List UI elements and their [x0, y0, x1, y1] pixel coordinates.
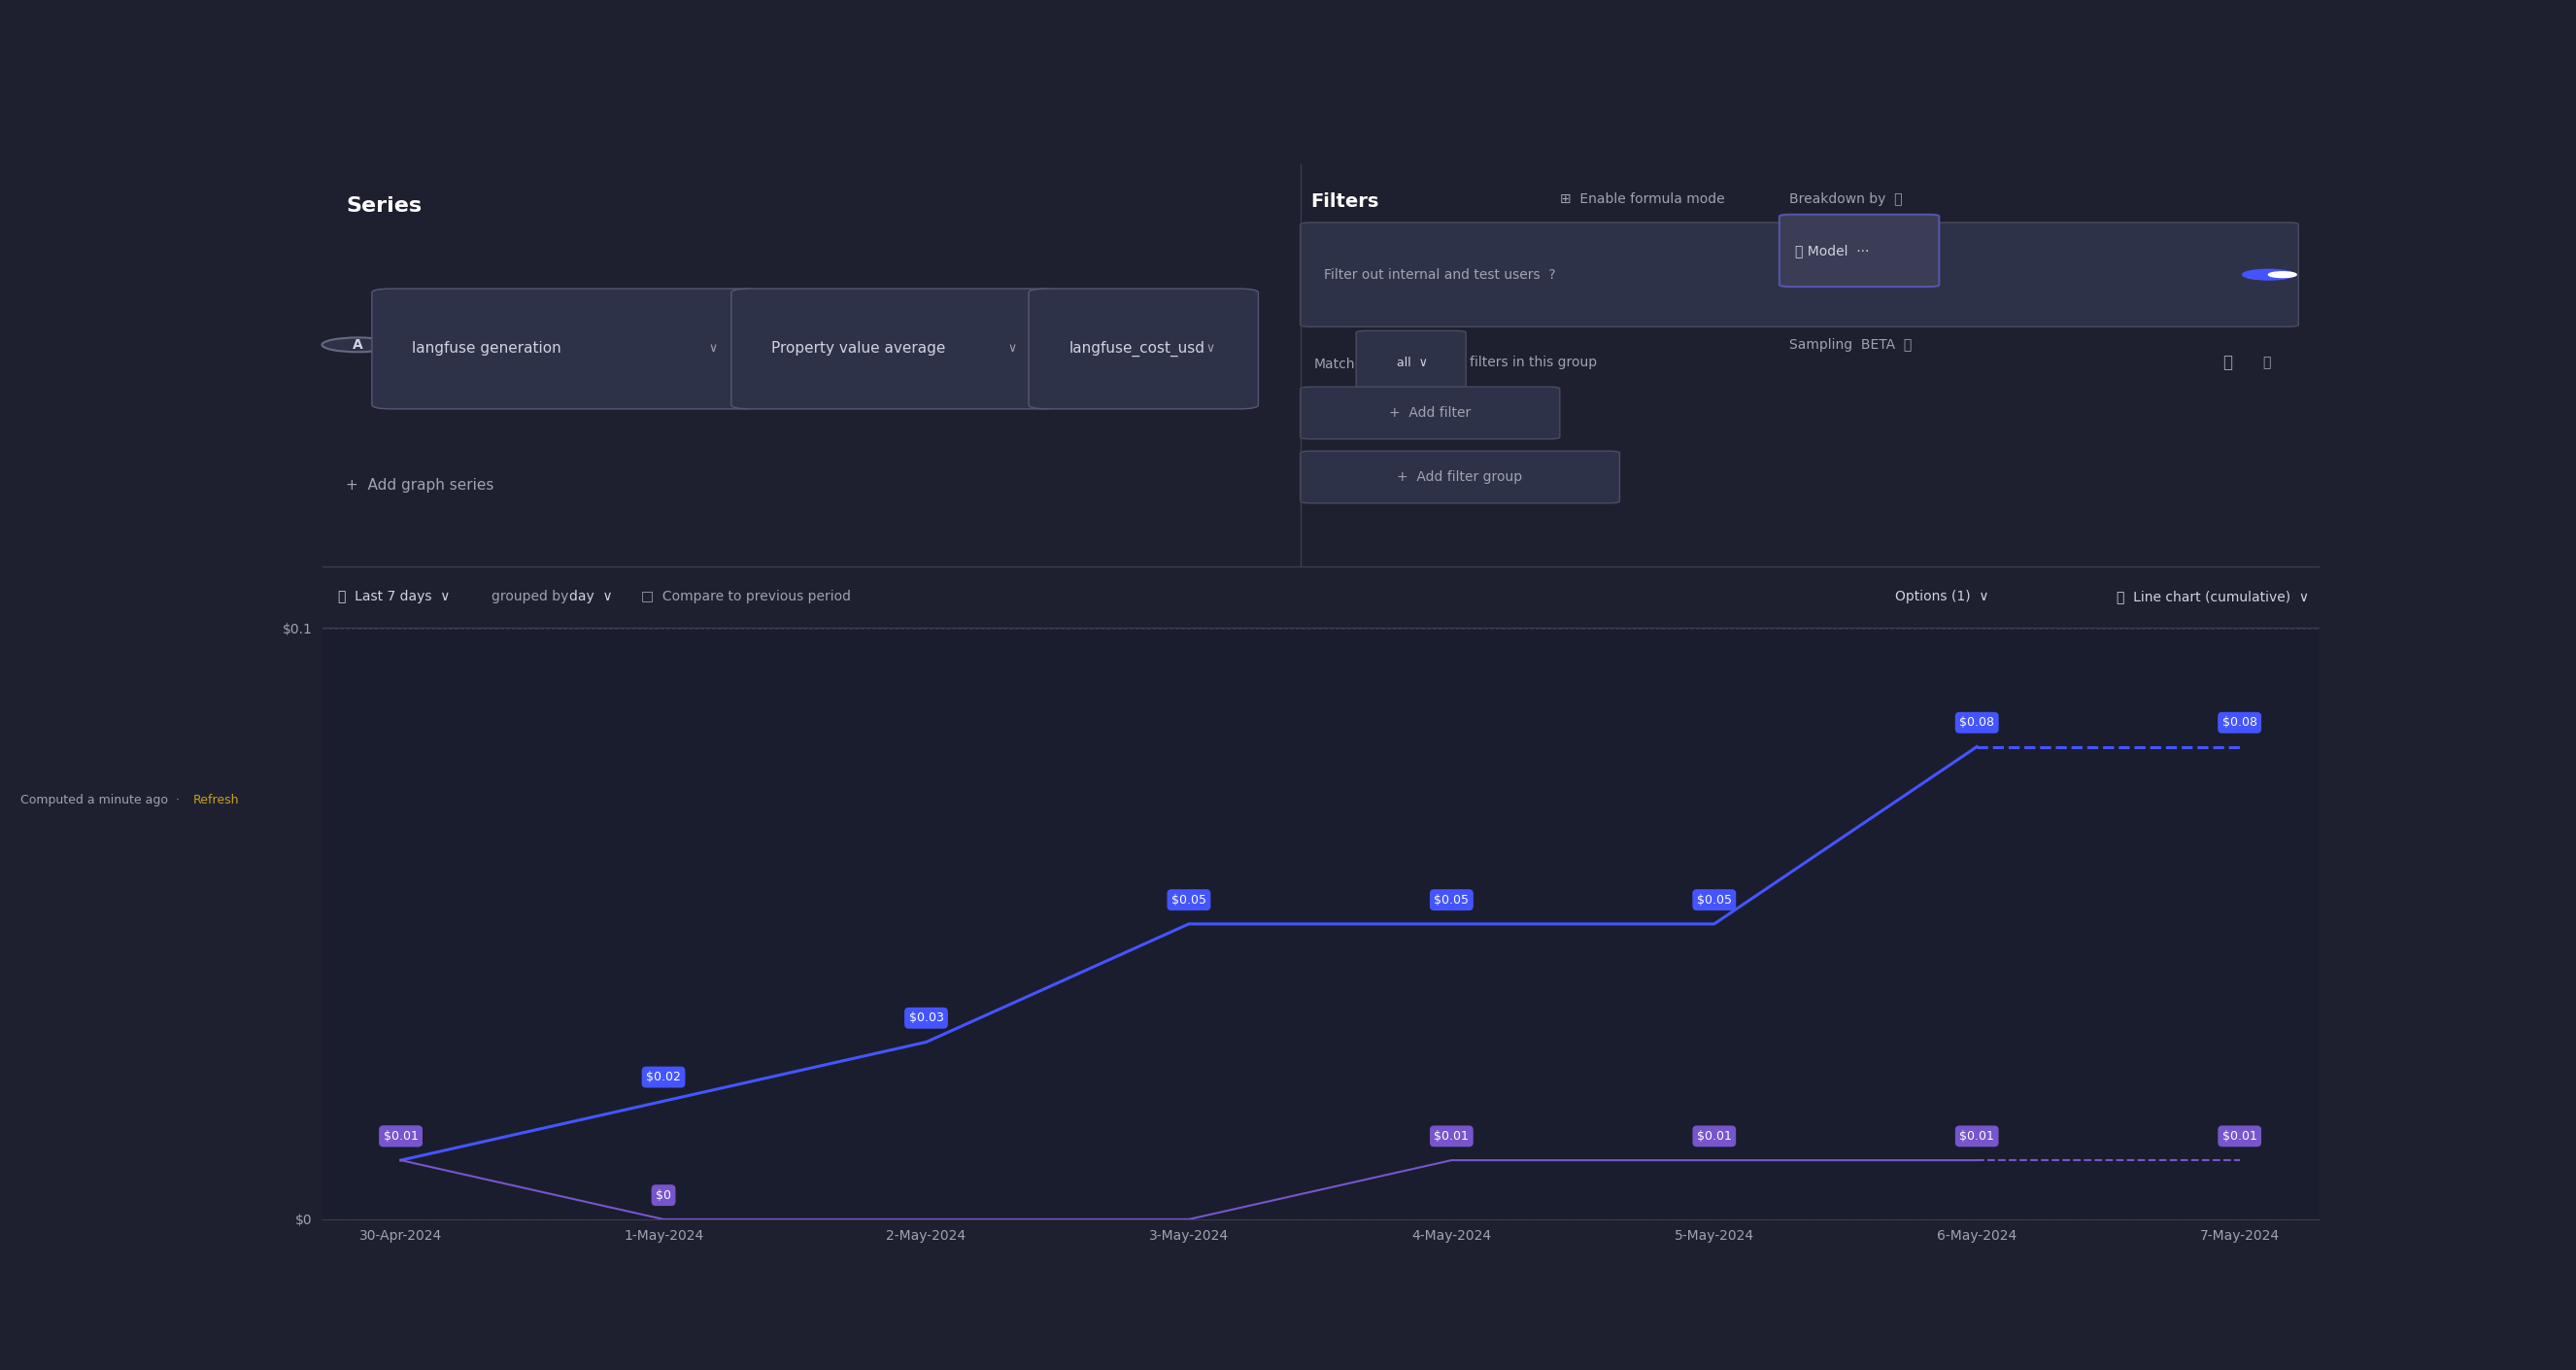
- Text: $0: $0: [657, 1189, 672, 1201]
- Text: +  Add graph series: + Add graph series: [345, 478, 495, 492]
- FancyBboxPatch shape: [732, 289, 1061, 408]
- Text: langfuse generation: langfuse generation: [412, 341, 562, 356]
- Text: all  ∨: all ∨: [1396, 356, 1427, 369]
- Text: filters in this group: filters in this group: [1471, 356, 1597, 370]
- Text: 📅  Last 7 days  ∨: 📅 Last 7 days ∨: [337, 590, 451, 604]
- Text: $0.05: $0.05: [1172, 893, 1206, 906]
- FancyBboxPatch shape: [1028, 289, 1257, 408]
- Text: langfuse_cost_usd: langfuse_cost_usd: [1069, 341, 1206, 356]
- FancyBboxPatch shape: [1780, 215, 1940, 286]
- Text: $0.08: $0.08: [1960, 717, 1994, 729]
- Text: $0.01: $0.01: [1960, 1130, 1994, 1143]
- Text: ⬛ Model  ···: ⬛ Model ···: [1795, 244, 1870, 258]
- Text: 📈  Line chart (cumulative)  ∨: 📈 Line chart (cumulative) ∨: [2115, 590, 2308, 604]
- Text: $0.01: $0.01: [384, 1130, 417, 1143]
- Text: $0.05: $0.05: [1698, 893, 1731, 906]
- Text: $0.08: $0.08: [2223, 717, 2257, 729]
- Text: Filters: Filters: [1311, 192, 1378, 211]
- Circle shape: [322, 337, 394, 352]
- Text: day  ∨: day ∨: [569, 590, 613, 604]
- Text: Refresh: Refresh: [193, 793, 240, 807]
- Text: ∨: ∨: [708, 342, 716, 355]
- FancyBboxPatch shape: [371, 289, 762, 408]
- Text: Options (1)  ∨: Options (1) ∨: [1896, 590, 1989, 604]
- Text: $0.01: $0.01: [1435, 1130, 1468, 1143]
- Text: +  Add filter group: + Add filter group: [1396, 470, 1522, 484]
- Text: Computed a minute ago  ·: Computed a minute ago ·: [21, 793, 183, 807]
- Circle shape: [2244, 270, 2295, 279]
- Text: Sampling  BETA  ⓘ: Sampling BETA ⓘ: [1790, 338, 1911, 352]
- Text: $0.01: $0.01: [1698, 1130, 1731, 1143]
- Text: +  Add filter: + Add filter: [1388, 406, 1471, 419]
- Text: $0.01: $0.01: [384, 1130, 417, 1143]
- FancyBboxPatch shape: [1355, 330, 1466, 395]
- FancyBboxPatch shape: [1301, 386, 1561, 438]
- Text: Match: Match: [1314, 358, 1355, 371]
- Text: 🗑: 🗑: [2262, 356, 2269, 370]
- Text: $0.01: $0.01: [2223, 1130, 2257, 1143]
- Text: $0.03: $0.03: [909, 1011, 943, 1025]
- Text: grouped by: grouped by: [492, 590, 569, 604]
- Text: Property value average: Property value average: [770, 341, 945, 356]
- FancyBboxPatch shape: [1301, 451, 1620, 503]
- Text: ⧉: ⧉: [2223, 353, 2233, 371]
- Text: ⊞  Enable formula mode: ⊞ Enable formula mode: [1561, 192, 1723, 205]
- Text: Series: Series: [345, 196, 422, 216]
- Text: ∨: ∨: [1206, 342, 1213, 355]
- Text: $0.02: $0.02: [647, 1071, 680, 1084]
- FancyBboxPatch shape: [1301, 222, 2298, 327]
- Text: $0.05: $0.05: [1435, 893, 1468, 906]
- Text: Breakdown by  ⓘ: Breakdown by ⓘ: [1790, 192, 1904, 205]
- Circle shape: [2269, 271, 2295, 278]
- Text: Filter out internal and test users  ?: Filter out internal and test users ?: [1324, 269, 1556, 281]
- Text: □  Compare to previous period: □ Compare to previous period: [641, 590, 850, 604]
- Text: A: A: [353, 338, 363, 352]
- Text: ∨: ∨: [1007, 342, 1018, 355]
